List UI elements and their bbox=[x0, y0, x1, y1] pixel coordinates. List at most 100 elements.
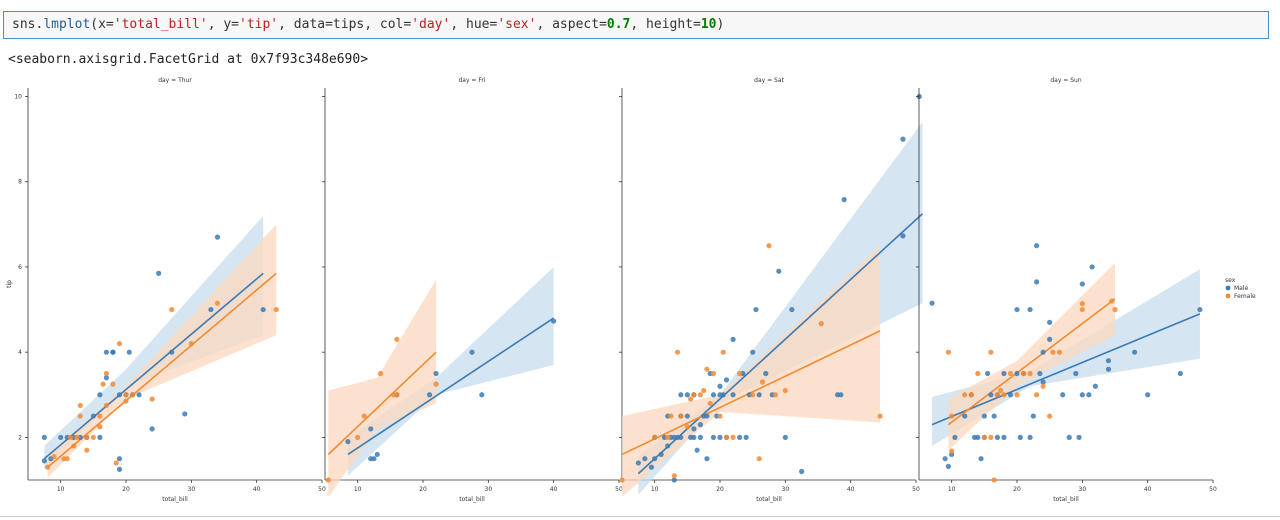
data-point-female bbox=[949, 413, 955, 419]
data-point-male bbox=[691, 426, 697, 432]
data-point-female bbox=[433, 381, 439, 387]
data-point-female bbox=[1040, 383, 1046, 389]
data-point-male bbox=[678, 434, 684, 440]
data-point-female bbox=[691, 392, 697, 398]
data-point-male bbox=[1079, 392, 1085, 398]
data-point-female bbox=[991, 477, 997, 483]
data-point-male bbox=[981, 413, 987, 419]
data-point-female bbox=[737, 370, 743, 377]
data-point-male bbox=[368, 426, 374, 432]
regression-line-female bbox=[621, 330, 881, 456]
code-cell[interactable]: sns.lmplot(x='total_bill', y='tip', data… bbox=[3, 11, 1269, 39]
data-point-female bbox=[1109, 298, 1115, 304]
legend-title: sex bbox=[1225, 277, 1236, 284]
data-point-female bbox=[149, 396, 155, 402]
data-point-female bbox=[697, 392, 704, 398]
data-point-male bbox=[1027, 306, 1033, 313]
y-tick-label: 8 bbox=[18, 179, 22, 186]
data-point-female bbox=[355, 434, 361, 440]
data-point-male bbox=[710, 434, 717, 440]
data-point-male bbox=[776, 268, 782, 274]
data-point-female bbox=[756, 456, 762, 462]
data-point-male bbox=[1040, 379, 1046, 385]
data-point-male bbox=[345, 439, 351, 445]
data-point-female bbox=[113, 460, 119, 466]
data-point-female bbox=[84, 434, 90, 440]
x-tick-label: 20 bbox=[419, 486, 427, 493]
data-point-female bbox=[77, 402, 83, 409]
data-point-female bbox=[45, 464, 51, 470]
data-point-male bbox=[635, 460, 641, 466]
code-token: lmplot bbox=[43, 17, 91, 32]
data-point-male bbox=[962, 413, 968, 419]
data-point-male bbox=[1037, 370, 1043, 377]
data-point-male bbox=[1017, 434, 1023, 440]
code-token: 'total_bill' bbox=[113, 17, 208, 32]
data-point-male bbox=[1030, 413, 1036, 419]
data-point-male bbox=[648, 464, 655, 470]
x-tick-label: 20 bbox=[1013, 486, 1021, 493]
data-point-male bbox=[1014, 370, 1020, 377]
panel-title: day = Sun bbox=[1050, 77, 1081, 84]
data-point-male bbox=[1073, 370, 1079, 377]
x-tick-label: 30 bbox=[1079, 486, 1087, 493]
x-tick-label: 10 bbox=[948, 486, 956, 493]
data-point-male bbox=[942, 456, 948, 462]
data-point-male bbox=[704, 456, 710, 462]
data-point-female bbox=[394, 392, 400, 398]
data-point-male bbox=[136, 392, 142, 398]
data-point-male bbox=[41, 434, 47, 440]
y-axis-label: tip bbox=[6, 280, 13, 288]
x-tick-label: 40 bbox=[550, 486, 558, 493]
data-point-male bbox=[371, 456, 377, 462]
y-tick-label: 6 bbox=[18, 264, 22, 271]
x-tick-label: 50 bbox=[318, 486, 326, 493]
data-point-male bbox=[90, 413, 96, 419]
data-point-female bbox=[1001, 392, 1007, 398]
data-point-female bbox=[84, 447, 90, 453]
data-point-female bbox=[998, 387, 1004, 394]
data-point-female bbox=[377, 370, 384, 377]
data-point-male bbox=[97, 434, 103, 440]
data-point-female bbox=[97, 424, 103, 430]
data-point-female bbox=[988, 349, 994, 355]
code-token: , hue= bbox=[450, 17, 498, 32]
x-tick-label: 10 bbox=[57, 486, 65, 493]
data-point-male bbox=[1105, 358, 1112, 364]
data-point-female bbox=[684, 424, 690, 430]
code-token: 'sex' bbox=[497, 17, 537, 32]
data-point-male bbox=[149, 426, 155, 432]
data-point-male bbox=[704, 413, 710, 419]
data-point-male bbox=[58, 434, 64, 440]
data-point-female bbox=[214, 300, 221, 306]
data-point-female bbox=[717, 413, 723, 419]
data-point-male bbox=[103, 349, 109, 355]
data-point-male bbox=[1177, 370, 1183, 377]
facet-panel: day = Thur 10 20 30 40 50 total_bill 2 4 6 8 10 tip bbox=[6, 77, 326, 503]
data-point-male bbox=[1060, 392, 1066, 398]
data-point-male bbox=[994, 434, 1001, 440]
code-token: , data=tips, col= bbox=[278, 17, 412, 32]
code-token: , y= bbox=[207, 17, 239, 32]
code-input[interactable]: sns.lmplot(x='total_bill', y='tip', data… bbox=[12, 17, 724, 32]
data-point-male bbox=[479, 392, 485, 398]
data-point-male bbox=[952, 434, 958, 440]
x-axis-label: total_bill bbox=[1053, 496, 1079, 503]
data-point-female bbox=[877, 413, 883, 419]
data-point-male bbox=[665, 443, 671, 449]
data-point-male bbox=[208, 306, 214, 313]
data-point-male bbox=[789, 306, 795, 313]
ci-band-female bbox=[47, 224, 277, 478]
data-point-male bbox=[782, 434, 788, 440]
data-point-female bbox=[710, 370, 717, 377]
data-point-female bbox=[975, 370, 981, 377]
data-point-female bbox=[720, 349, 726, 355]
code-token: sns. bbox=[12, 17, 44, 32]
data-point-female bbox=[74, 434, 80, 440]
data-point-female bbox=[619, 477, 625, 483]
x-tick-label: 30 bbox=[485, 486, 493, 493]
data-point-female bbox=[949, 448, 955, 454]
code-token: (x= bbox=[90, 17, 114, 32]
data-point-female bbox=[361, 413, 367, 419]
